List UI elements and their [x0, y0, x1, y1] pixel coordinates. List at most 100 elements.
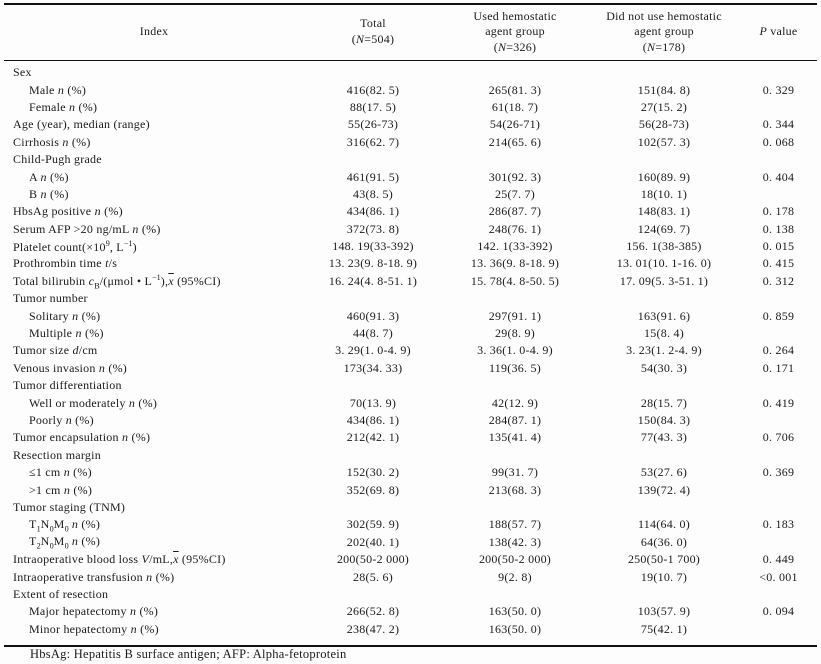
- cell-total: 212(42. 1): [346, 430, 400, 445]
- row-label: Minor hepatectomy n (%): [29, 621, 159, 636]
- row-label: Tumor encapsulation n (%): [13, 430, 151, 445]
- row-label: Male n (%): [29, 82, 87, 97]
- column-header-p-value: P value: [740, 4, 817, 61]
- cell-used-group: 119(36. 5): [489, 360, 541, 375]
- cell-total: [304, 61, 442, 82]
- table-row: Major hepatectomy n (%) 266(52. 8) 163(50.…: [4, 603, 817, 620]
- column-header-no-agent-group: Did not use hemostatic agent group (N=178): [588, 4, 740, 61]
- table-row: T2N0M0 n (%) 202(40. 1) 138(42. 3) 64(36. 0…: [4, 534, 817, 551]
- cell-p-value: 0. 419: [762, 395, 795, 410]
- cell-total: 13. 23(9. 8-18. 9): [328, 256, 418, 271]
- clinical-characteristics-table: Index Total (N=504) Used hemostatic agent …: [4, 3, 817, 647]
- cell-total: 88(17. 5): [349, 99, 397, 114]
- table-footnote: HbsAg: Hepatitis B surface antigen; AFP:…: [30, 647, 347, 661]
- cell-p-value: [740, 621, 817, 646]
- cell-no-agent-group: 160(89. 9): [637, 169, 691, 184]
- cell-p-value: [740, 99, 817, 116]
- group-header-row: Resection margin: [4, 447, 817, 464]
- cell-no-agent-group: 77(43. 3): [640, 430, 688, 445]
- cell-no-agent-group: 53(27. 6): [640, 465, 688, 480]
- cell-p-value: <0. 001: [759, 569, 798, 584]
- cell-p-value: [740, 534, 817, 551]
- group-header-row: Tumor differentiation: [4, 377, 817, 394]
- cell-used-group: 213(68. 3): [488, 482, 542, 497]
- cell-total: [304, 377, 442, 394]
- column-header-total: Total (N=504): [304, 4, 442, 61]
- cell-used-group: 284(87. 1): [488, 413, 542, 427]
- cell-used-group: 163(50. 0): [488, 604, 542, 619]
- cell-used-group: 286(87. 7): [488, 204, 542, 219]
- cell-used-group: 200(50-2 000): [478, 552, 552, 567]
- table-row: T1N0M0 n (%) 302(59. 9) 188(57. 7) 114(64. …: [4, 516, 817, 533]
- table-row: Female n (%) 88(17. 5) 61(18. 7) 27(15. 2): [4, 99, 817, 116]
- cell-used-group: 42(12. 9): [491, 395, 539, 410]
- cell-p-value: [740, 481, 817, 498]
- cell-p-value: [740, 151, 817, 168]
- cell-p-value: 0. 706: [762, 430, 795, 445]
- cell-p-value: 0. 171: [762, 360, 795, 375]
- table-row: Prothrombin time t/s 13. 23(9. 8-18. 9) 13…: [4, 255, 817, 272]
- cell-used-group: 61(18. 7): [491, 99, 539, 114]
- cell-used-group: 138(42. 3): [488, 534, 542, 549]
- table-row: Multiple n (%) 44(8. 7) 29(8. 9) 15(8. 4): [4, 325, 817, 342]
- cell-no-agent-group: [588, 586, 740, 603]
- cell-used-group: [442, 61, 588, 82]
- table-row: Cirrhosis n (%) 316(62. 7) 214(65. 6) 102(5…: [4, 134, 817, 151]
- cell-used-group: 142. 1(33-392): [477, 239, 553, 254]
- cell-p-value: [740, 61, 817, 82]
- cell-p-value: 0. 344: [762, 117, 795, 132]
- group-header-row: Tumor staging (TNM): [4, 499, 817, 516]
- cell-no-agent-group: 19(10. 7): [640, 569, 688, 584]
- cell-total: 316(62. 7): [346, 134, 400, 149]
- column-header-used-group: Used hemostatic agent group (N=326): [442, 4, 588, 61]
- row-label: Serum AFP >20 ng/mL n (%): [13, 221, 161, 236]
- group-header-row: Child-Pugh grade: [4, 151, 817, 168]
- cell-p-value: [740, 325, 817, 342]
- cell-no-agent-group: 56(28-73): [638, 117, 690, 132]
- cell-used-group: 3. 36(1. 0-4. 9): [477, 343, 553, 358]
- cell-total: 372(73. 8): [346, 221, 400, 236]
- cell-no-agent-group: [588, 377, 740, 394]
- cell-p-value: 0. 183: [762, 517, 795, 532]
- cell-used-group: 25(7. 7): [495, 186, 535, 201]
- cell-no-agent-group: 28(15. 7): [640, 395, 688, 410]
- row-label: A n (%): [29, 169, 69, 184]
- row-label: Cirrhosis n (%): [13, 134, 91, 149]
- cell-p-value: 0. 068: [762, 134, 795, 149]
- cell-no-agent-group: 103(57. 9): [637, 604, 691, 619]
- cell-used-group: 265(81. 3): [488, 82, 542, 97]
- cell-p-value: [740, 586, 817, 603]
- cell-no-agent-group: [588, 290, 740, 307]
- row-label: Major hepatectomy n (%): [29, 604, 159, 619]
- cell-p-value: [740, 447, 817, 464]
- row-label: T1N0M0 n (%): [29, 516, 101, 534]
- cell-p-value: 0. 264: [762, 343, 795, 358]
- cell-no-agent-group: 17. 09(5. 3-51. 1): [619, 273, 709, 288]
- table-row: A n (%) 461(91. 5) 301(92. 3) 160(89. 9) 0. …: [4, 168, 817, 185]
- cell-used-group: [442, 151, 588, 168]
- row-label: ≤1 cm n (%): [29, 465, 92, 480]
- cell-p-value: 0. 178: [762, 204, 795, 219]
- cell-used-group: 99(31. 7): [491, 465, 539, 480]
- cell-total: 152(30. 2): [346, 465, 400, 480]
- table-body: Sex Male n (%) 416(82. 5) 265(81. 3) 151(84.…: [4, 61, 817, 646]
- row-label: Tumor staging (TNM): [13, 499, 126, 514]
- cell-used-group: 301(92. 3): [488, 169, 542, 184]
- row-label: Sex: [13, 65, 32, 80]
- row-label: Intraoperative blood loss V/mL,x (95%CI): [13, 552, 226, 567]
- cell-used-group: 15. 78(4. 8-50. 5): [470, 273, 560, 288]
- cell-no-agent-group: 139(72. 4): [637, 482, 691, 497]
- row-label: >1 cm n (%): [29, 482, 93, 497]
- cell-used-group: 214(65. 6): [488, 134, 542, 149]
- group-header-row: Tumor number: [4, 290, 817, 307]
- table-row: B n (%) 43(8. 5) 25(7. 7) 18(10. 1): [4, 186, 817, 203]
- cell-total: 416(82. 5): [346, 82, 400, 97]
- cell-no-agent-group: 163(91. 6): [637, 308, 691, 323]
- cell-p-value: [740, 499, 817, 516]
- table-row: >1 cm n (%) 352(69. 8) 213(68. 3) 139(72. 4…: [4, 481, 817, 498]
- row-label: Tumor size d/cm: [13, 343, 98, 358]
- row-label: Total bilirubin cB/(μmol • L−1),x (95%CI…: [13, 272, 221, 291]
- header-row: Index Total (N=504) Used hemostatic agent …: [4, 4, 817, 61]
- cell-total: 200(50-2 000): [336, 552, 410, 567]
- cell-no-agent-group: [588, 151, 740, 168]
